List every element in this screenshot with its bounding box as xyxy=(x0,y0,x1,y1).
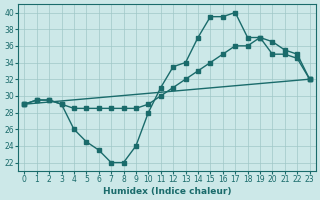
X-axis label: Humidex (Indice chaleur): Humidex (Indice chaleur) xyxy=(103,187,231,196)
